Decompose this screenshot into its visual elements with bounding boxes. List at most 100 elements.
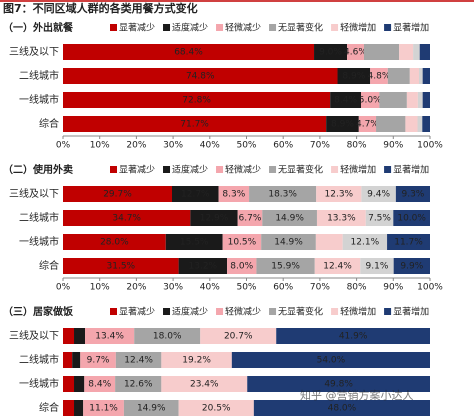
section-title: （二）使用外卖 — [3, 163, 73, 176]
value-label: 4.6% — [344, 48, 367, 58]
legend-label: 适度减少 — [172, 22, 208, 34]
value-label: 18.0% — [153, 332, 182, 342]
value-label: 12.6% — [124, 380, 153, 390]
x-tick-label: 70% — [310, 283, 330, 293]
bar-segment — [63, 210, 191, 226]
bar-segment — [63, 44, 315, 60]
legend-swatch — [216, 24, 224, 31]
value-label: 14.9% — [137, 404, 166, 414]
bar-segment — [337, 68, 371, 84]
bar-segment — [406, 92, 418, 108]
bar-segment — [72, 352, 81, 368]
value-label: 23.4% — [190, 380, 219, 390]
value-label: 34.7% — [112, 214, 141, 224]
bar-segment — [276, 328, 430, 344]
bar-segment — [393, 258, 430, 274]
bar-segment — [227, 258, 257, 274]
value-label: 15.5% — [180, 238, 209, 248]
value-label: 8.9% — [331, 120, 354, 130]
value-label: 20.5% — [202, 404, 231, 414]
legend-swatch — [384, 308, 392, 315]
bar-segment — [418, 68, 423, 84]
figure-title: 图7：不同区域人群的各类用餐方式变化 — [3, 1, 198, 15]
value-label: 12.7% — [181, 190, 210, 200]
bar-segment — [379, 92, 407, 108]
bar-segment — [395, 186, 430, 202]
bar-segment — [123, 400, 179, 416]
watermark: 知乎 @营销方案小达人 — [300, 388, 414, 402]
bar-segment — [63, 234, 166, 250]
bar-segment — [74, 400, 84, 416]
legend-swatch — [331, 166, 339, 173]
bar-segment — [63, 92, 331, 108]
value-label: 48.0% — [328, 404, 357, 414]
bar-segment — [361, 186, 396, 202]
value-label: 18.3% — [268, 190, 297, 200]
bar-segment — [237, 210, 263, 226]
legend-swatch — [216, 166, 224, 173]
bar-segment — [370, 68, 388, 84]
bar-segment — [134, 328, 201, 344]
legend-label: 轻微增加 — [340, 164, 376, 176]
value-label: 28.0% — [100, 238, 129, 248]
legend-label: 适度减少 — [172, 164, 208, 176]
x-tick-label: 100% — [417, 283, 443, 293]
value-label: 20.7% — [224, 332, 253, 342]
bar-segment — [253, 400, 430, 416]
bar-segment — [249, 186, 317, 202]
bar-segment — [171, 186, 219, 202]
bar-segment — [314, 44, 348, 60]
legend-label: 无显著变化 — [278, 164, 323, 176]
value-label: 9.3% — [401, 190, 424, 200]
legend-label: 轻微增加 — [340, 22, 376, 34]
category-label: 三线及以下 — [9, 45, 59, 58]
bar-segment — [85, 328, 135, 344]
legend-swatch — [110, 308, 117, 315]
bar-segment — [63, 400, 75, 416]
x-tick-label: 60% — [273, 283, 293, 293]
bar-segment — [387, 68, 410, 84]
x-tick-label: 10% — [90, 141, 110, 151]
x-tick-label: 100% — [417, 141, 443, 151]
category-label: 三线及以下 — [9, 187, 59, 200]
bar-segment — [376, 116, 406, 132]
bar-segment — [363, 44, 400, 60]
value-label: 19.2% — [182, 356, 211, 366]
bar-segment — [330, 92, 362, 108]
bar-segment — [342, 234, 388, 250]
value-label: 13.3% — [327, 214, 356, 224]
bar-segment — [413, 44, 420, 60]
bar-segment — [393, 210, 430, 226]
value-label: 71.7% — [180, 120, 209, 130]
category-label: 二线城市 — [19, 69, 59, 82]
value-label: 12.3% — [325, 190, 354, 200]
legend-swatch — [269, 24, 277, 31]
bar-segment — [422, 92, 430, 108]
value-label: 6.7% — [239, 214, 262, 224]
bar-segment — [247, 376, 430, 392]
value-label: 5.0% — [359, 96, 382, 106]
bar-segment — [222, 234, 262, 250]
legend-label: 显著减少 — [119, 306, 155, 318]
value-label: 7.5% — [368, 214, 391, 224]
bar-segment — [417, 92, 423, 108]
x-tick-label: 90% — [383, 141, 403, 151]
bar-segment — [405, 116, 418, 132]
bar-segment — [63, 68, 338, 84]
bar-segment — [84, 376, 116, 392]
legend-label: 显著增加 — [393, 306, 429, 318]
bar-segment — [387, 234, 430, 250]
legend-label: 显著增加 — [393, 164, 429, 176]
bar-segment — [161, 376, 248, 392]
legend-swatch — [163, 24, 171, 31]
bar-segment — [417, 116, 423, 132]
bar-segment — [115, 376, 162, 392]
category-label: 二线城市 — [19, 211, 59, 224]
x-tick-label: 20% — [126, 141, 146, 151]
bar-segment — [178, 400, 254, 416]
bar-segment — [256, 258, 315, 274]
bar-segment — [63, 116, 327, 132]
x-tick-label: 50% — [236, 283, 256, 293]
value-label: 13.2% — [189, 262, 218, 272]
